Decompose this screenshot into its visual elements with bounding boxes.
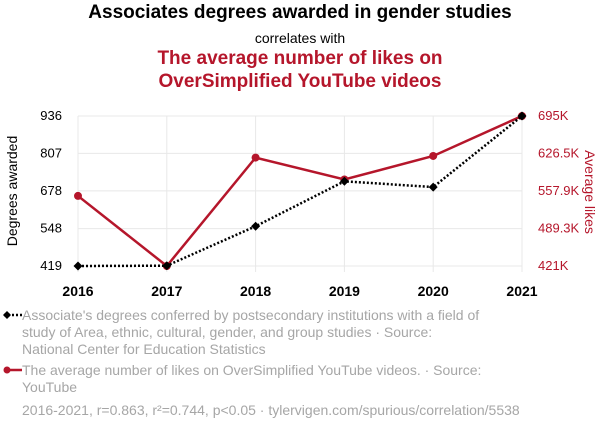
y-left-axis-label: Degrees awarded: [4, 136, 20, 247]
series-2-point: [251, 153, 260, 162]
legend-marker-series-2: [3, 366, 22, 374]
series-2-point: [429, 151, 438, 160]
series-2-point: [74, 191, 82, 200]
y-right-tick-label: 557.9K: [538, 183, 580, 198]
y-left-tick-label: 936: [40, 108, 62, 123]
legend-text-2a: The average number of likes on OverSimpl…: [22, 362, 482, 378]
series-1-point: [73, 261, 83, 271]
series-1-line: [77, 115, 523, 268]
y-left-tick-label: 419: [40, 258, 62, 273]
y-right-tick-label: 695K: [538, 108, 569, 123]
series-layer: [73, 111, 527, 271]
y-left-tick-label: 807: [40, 145, 62, 160]
series-1-point: [517, 111, 527, 121]
y-right-axis-label: Average likes: [582, 150, 598, 234]
legend-text-1c: National Center for Education Statistics: [22, 341, 266, 357]
chart-title: Associates degrees awarded in gender stu…: [88, 2, 512, 23]
x-tick-label: 2018: [240, 283, 271, 299]
chart-title-secondary: The average number of likes on OverSimpl…: [0, 47, 600, 93]
title2-line-2: OverSimplified YouTube videos: [158, 71, 442, 92]
grid-lines: [77, 115, 523, 272]
y-right-tick-label: 489.3K: [538, 221, 580, 236]
legend-marker-series-1: [3, 311, 22, 319]
series-2-line: [77, 114, 523, 268]
series-1-point: [162, 261, 172, 271]
chart-subtitle: correlates with: [254, 30, 346, 46]
x-tick-label: 2020: [418, 283, 449, 299]
x-tick-label: 2017: [151, 283, 182, 299]
series-1-point: [428, 182, 438, 192]
y-left-tick-label: 678: [40, 183, 62, 198]
legend-text-1a: Associate's degrees conferred by postsec…: [22, 307, 480, 323]
x-tick-label: 2021: [506, 283, 537, 299]
title2-line-1: The average number of likes on: [157, 48, 443, 69]
axes: 419 548 678 807 936 421K 489.3K 557.9K 626.5K 695…: [4, 108, 598, 299]
y-right-tick-label: 626.5K: [538, 146, 580, 161]
series-1-point: [339, 176, 349, 186]
legend-item-series-1: Associate's degrees conferred by postsec…: [3, 307, 532, 358]
x-tick-label: 2019: [329, 283, 360, 299]
legend-item-series-2: The average number of likes on OverSimpl…: [3, 362, 532, 396]
y-left-tick-label: 548: [40, 221, 62, 236]
footer-stats: 2016-2021, r=0.863, r²=0.744, p<0.05 · t…: [22, 402, 520, 418]
legend-text-2b: YouTube: [22, 379, 78, 395]
y-right-tick-label: 421K: [538, 258, 569, 273]
series-1-point: [251, 221, 261, 231]
legend-text-1b: study of Area, ethnic, cultural, gender,…: [22, 324, 433, 340]
x-tick-label: 2016: [62, 283, 93, 299]
